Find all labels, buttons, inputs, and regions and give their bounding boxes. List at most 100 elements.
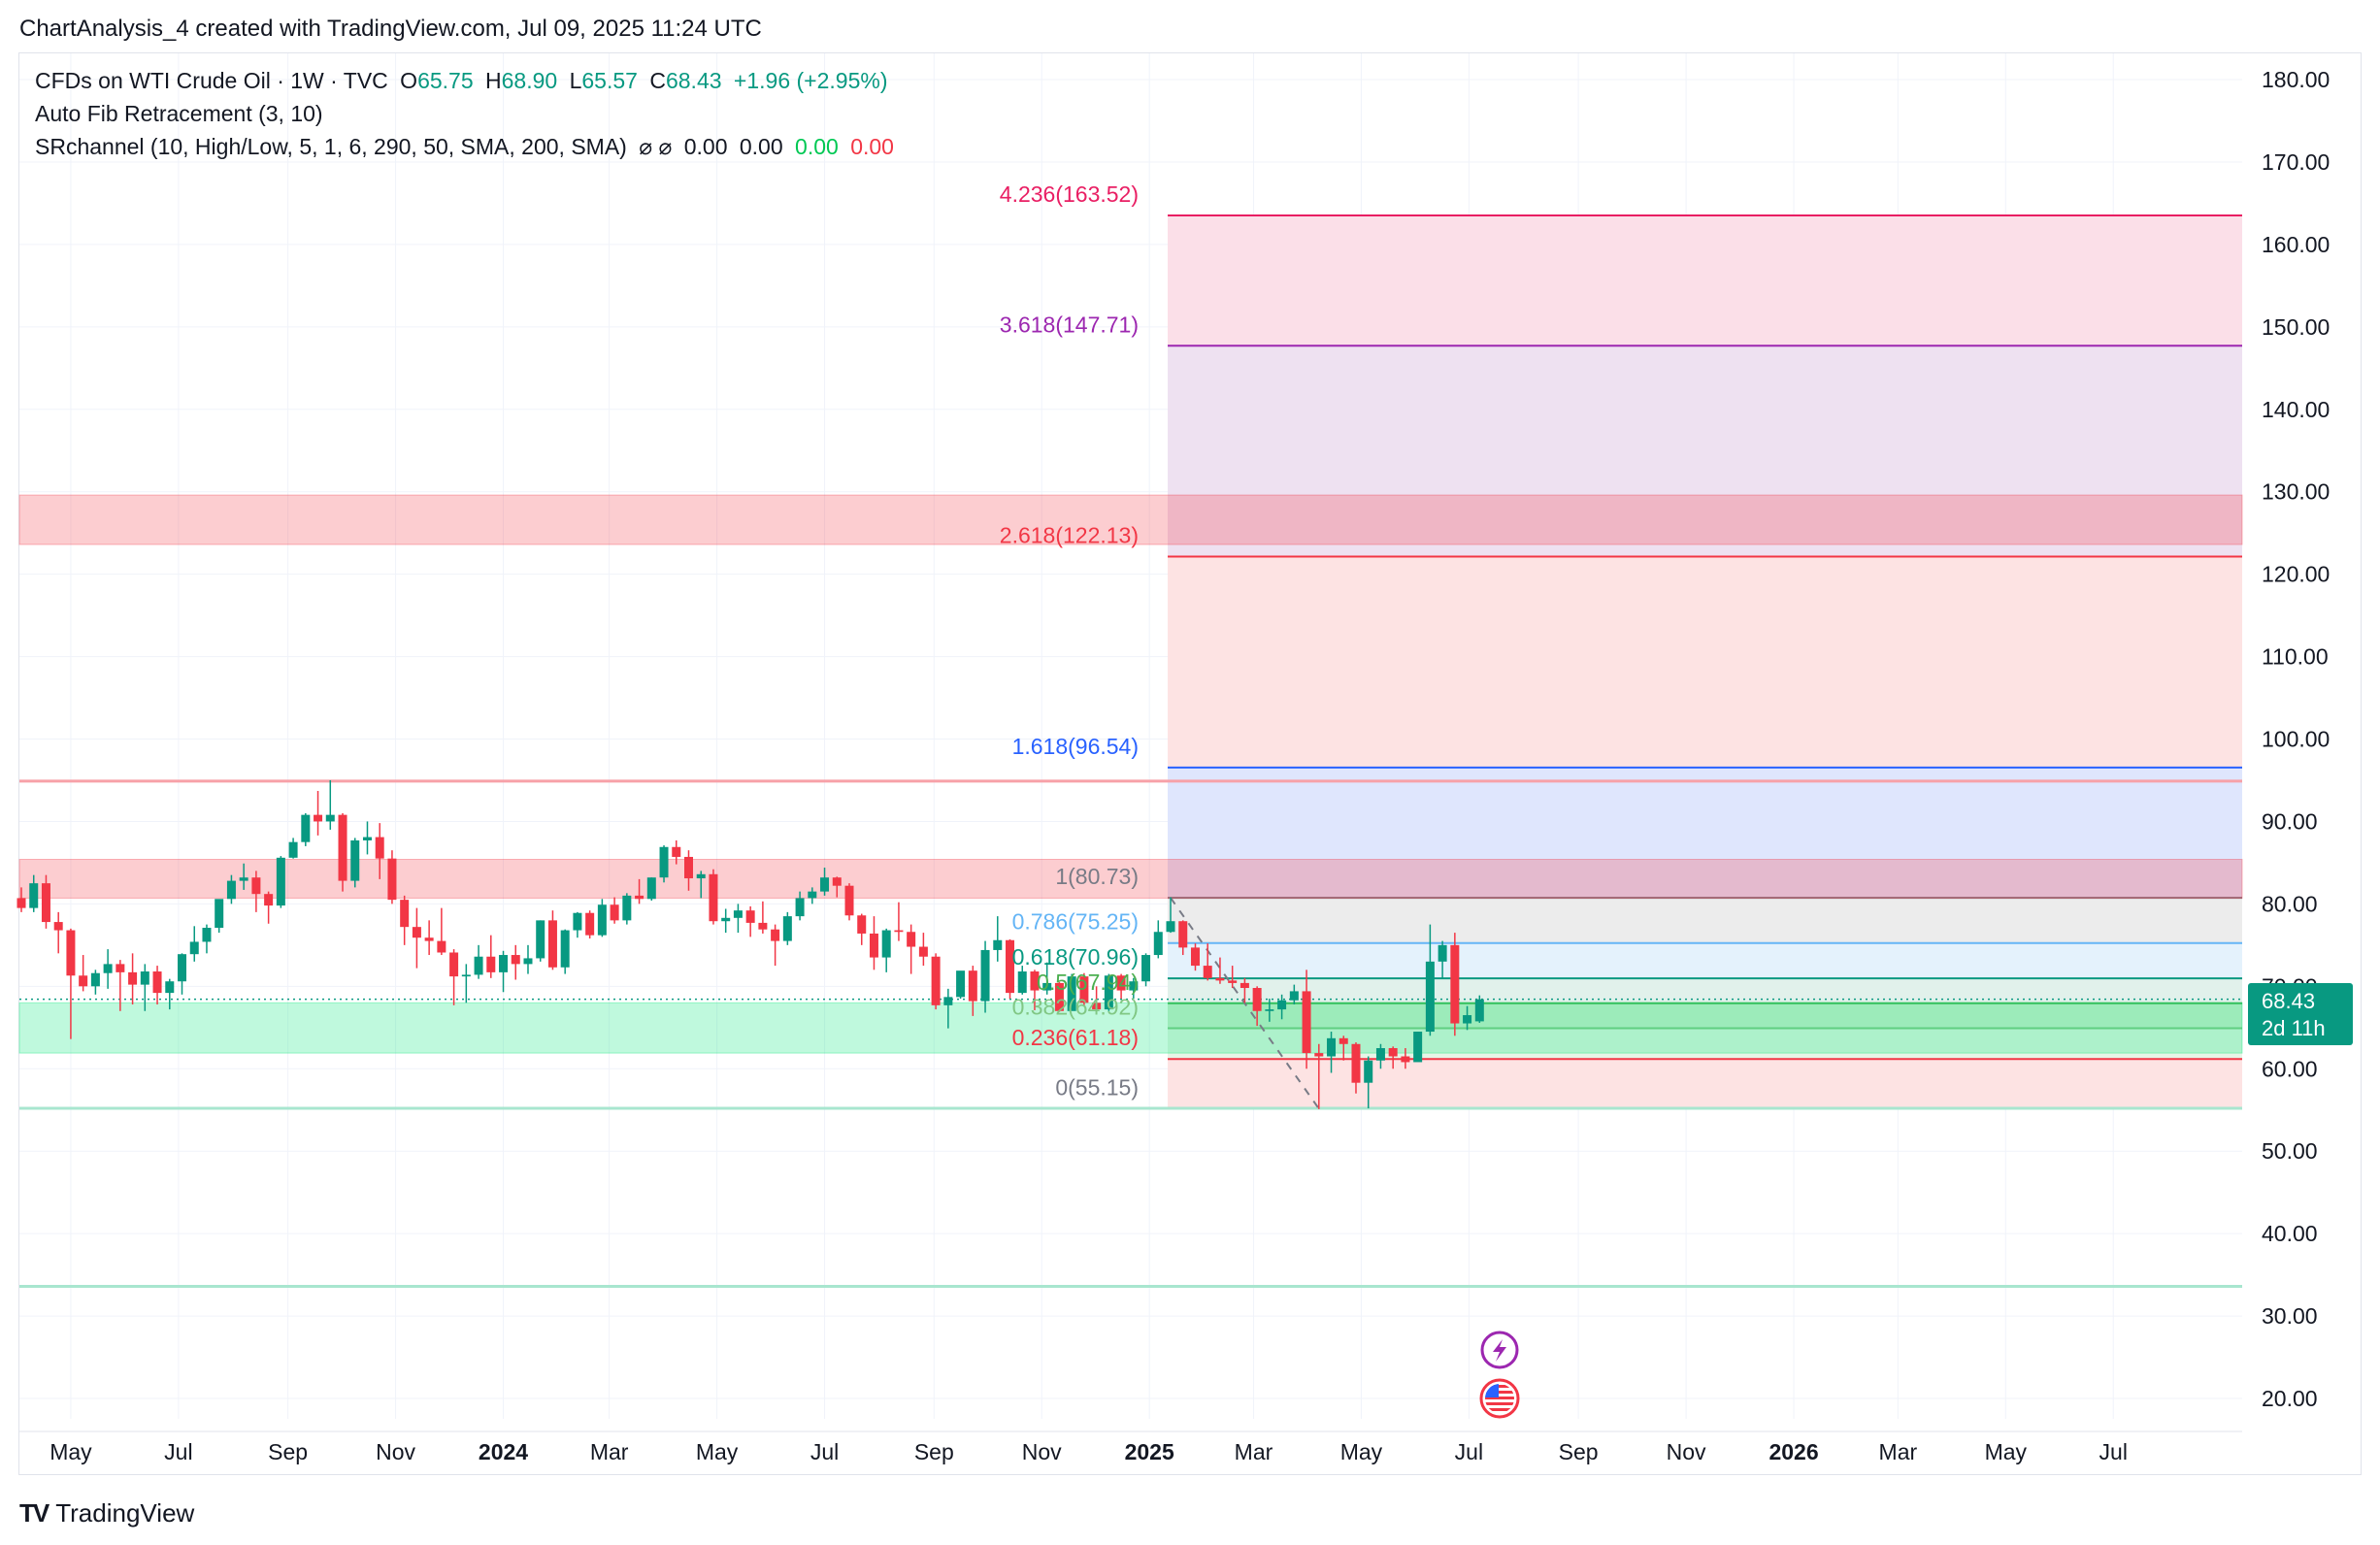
candle-body	[672, 846, 681, 857]
candle-body	[547, 920, 557, 968]
tradingview-footer[interactable]: TV TradingView	[19, 1498, 194, 1529]
fib-level-label: 0.236(61.18)	[1012, 1025, 1139, 1050]
price-change: +1.96 (+2.95%)	[733, 68, 888, 93]
candle-body	[1438, 944, 1447, 962]
srchannel-value-1: 0.00	[683, 134, 728, 159]
time-tick-label: Jul	[2099, 1439, 2128, 1464]
candle-body	[499, 955, 509, 972]
fib-indicator-legend[interactable]: Auto Fib Retracement (3, 10)	[35, 101, 329, 127]
candle-body	[1166, 921, 1175, 933]
time-tick-label: May	[1340, 1439, 1383, 1464]
candle-body	[239, 877, 248, 881]
fib-level-label: 1(80.73)	[1055, 864, 1139, 889]
fib-zone	[1168, 345, 2242, 557]
candle-body	[1116, 975, 1126, 991]
fib-labels: 4.236(163.52) 3.618(147.71) 2.618(122.13) 1…	[1000, 181, 1139, 1100]
price-tick-label: 50.00	[2262, 1138, 2318, 1164]
candle-body	[202, 928, 212, 942]
candle-body	[709, 873, 718, 922]
candle-body	[956, 970, 966, 998]
candle-body	[140, 971, 149, 985]
ohlc-close: C68.43	[649, 68, 722, 93]
time-tick-label: Jul	[1455, 1439, 1483, 1464]
candle-body	[857, 915, 867, 934]
price-tick-label: 130.00	[2262, 479, 2330, 505]
srchannel-indicator-legend[interactable]: SRchannel (10, High/Low, 5, 1, 6, 290, 5…	[35, 134, 900, 160]
srchannel-indicator-label: SRchannel (10, High/Low, 5, 1, 6, 290, 5…	[35, 134, 627, 159]
srchannel-na-icons: ⌀ ⌀	[639, 134, 673, 159]
srchannel-value-3: 0.00	[795, 134, 839, 159]
time-tick-label: Nov	[376, 1439, 415, 1464]
candle-body	[1265, 1009, 1274, 1011]
sr-zone	[18, 494, 2243, 545]
candle-body	[90, 972, 100, 987]
sr-zone	[18, 1002, 2243, 1054]
candle-body	[424, 937, 434, 941]
candle-body	[226, 880, 236, 900]
candle-body	[66, 930, 76, 976]
candle-body	[733, 910, 743, 918]
price-tick-label: 180.00	[2262, 67, 2330, 92]
time-tick-label: 2024	[479, 1439, 528, 1464]
candle-body	[215, 899, 224, 929]
candle-body	[1178, 921, 1188, 948]
candle-body	[375, 837, 384, 859]
time-axis[interactable]: May Jul Sep Nov 2024 Mar May Jul Sep Nov 2025 Mar Ma…	[19, 1430, 2242, 1464]
candle-body	[41, 883, 50, 923]
candle-body	[808, 891, 817, 899]
candle-body	[782, 916, 792, 941]
price-axis[interactable]: 20.0030.0040.0050.0060.0070.0080.0090.00…	[2262, 67, 2330, 1411]
time-tick-label: Sep	[914, 1439, 954, 1464]
fib-level-label: 0.5(67.94)	[1037, 970, 1139, 995]
fib-zone	[1168, 767, 2242, 899]
candle-body	[968, 970, 977, 1002]
lightning-event-icon[interactable]	[1480, 1331, 1519, 1369]
candle-body	[338, 814, 347, 881]
candle-body	[79, 975, 88, 987]
candle-body	[152, 971, 162, 994]
time-tick-label: Sep	[268, 1439, 308, 1464]
candle-body	[1450, 944, 1460, 1024]
candle-body	[560, 930, 570, 968]
candle-body	[17, 898, 26, 908]
chart-publish-header: ChartAnalysis_4 created with TradingView…	[19, 16, 762, 42]
srchannel-value-4: 0.00	[850, 134, 894, 159]
candle-body	[1141, 955, 1151, 982]
candle-body	[1240, 982, 1249, 989]
candle-body	[758, 922, 768, 930]
tradingview-logo-icon: TV	[19, 1498, 50, 1528]
us-flag-icon[interactable]	[1479, 1378, 1520, 1419]
candle-body	[881, 930, 891, 958]
candle-body	[943, 997, 953, 1005]
candle-body	[1375, 1048, 1385, 1061]
candle-body	[610, 904, 619, 921]
candle-body	[696, 873, 706, 879]
last-price-badge-bg	[2248, 983, 2353, 1045]
candle-body	[288, 841, 298, 858]
time-tick-label: Mar	[1879, 1439, 1918, 1464]
last-price-label: 68.43	[2262, 989, 2315, 1013]
fib-indicator-label: Auto Fib Retracement (3, 10)	[35, 101, 323, 126]
price-tick-label: 40.00	[2262, 1221, 2318, 1246]
candle-body	[387, 858, 397, 901]
fib-level-label: 0.382(64.92)	[1012, 994, 1139, 1019]
fib-zone	[1168, 978, 2242, 1003]
candle-body	[869, 933, 878, 958]
time-tick-label: Sep	[1559, 1439, 1599, 1464]
time-tick-label: Jul	[164, 1439, 192, 1464]
candle-body	[1351, 1043, 1361, 1083]
candle-body	[1030, 971, 1040, 991]
candle-body	[437, 940, 446, 953]
candle-body	[795, 898, 805, 917]
fib-zone	[1168, 1059, 2242, 1109]
time-tick-label: Mar	[590, 1439, 629, 1464]
candle-body	[1067, 976, 1076, 1011]
candle-body	[1413, 1032, 1423, 1063]
last-price-badge: 68.43 2d 11h	[2248, 983, 2353, 1045]
price-tick-label: 90.00	[2262, 808, 2318, 834]
symbol-legend[interactable]: CFDs on WTI Crude Oil · 1W · TVC O65.75 …	[35, 68, 893, 94]
price-tick-label: 150.00	[2262, 314, 2330, 340]
candle-body	[907, 932, 916, 947]
candle-body	[993, 939, 1003, 950]
